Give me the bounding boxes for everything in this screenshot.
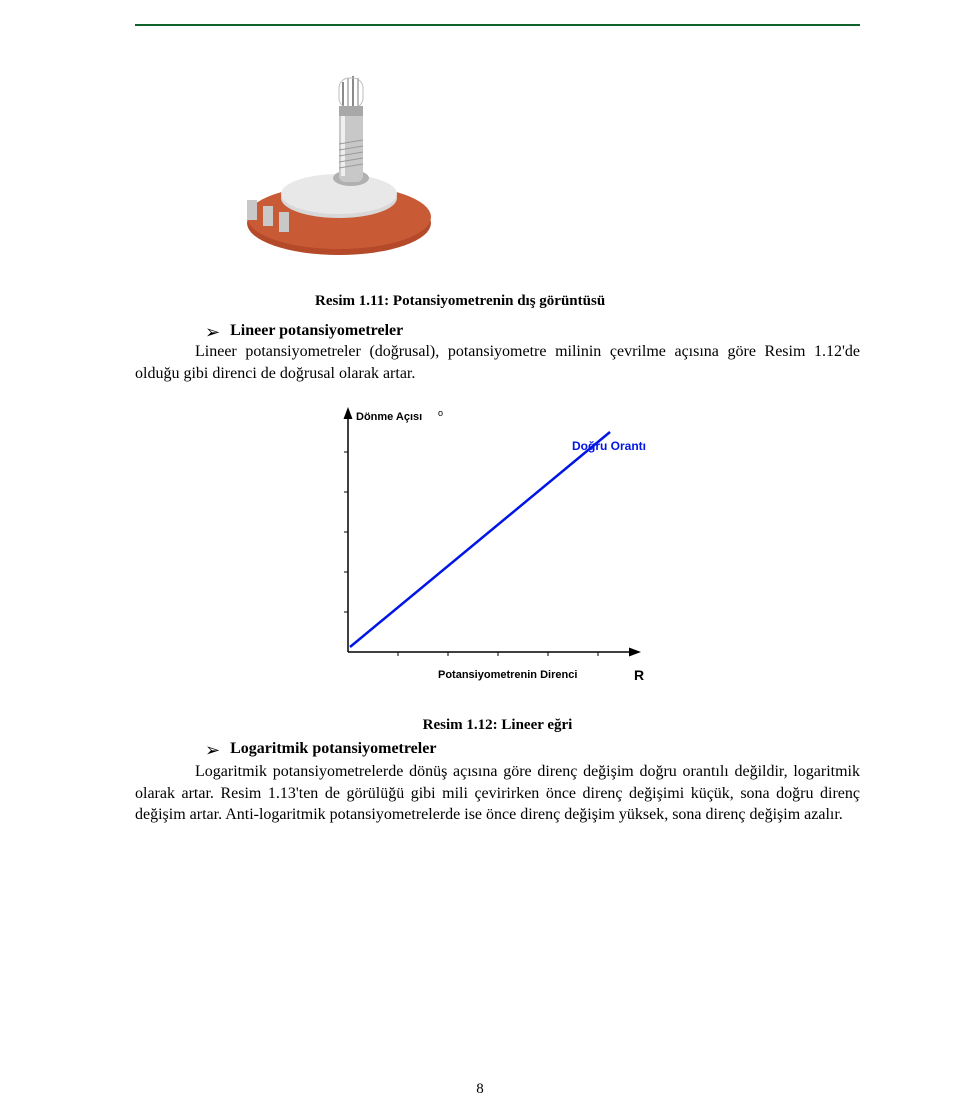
- chart-x-label: Potansiyometrenin Direnci: [438, 669, 577, 681]
- bullet-arrow-icon: ➢: [205, 741, 220, 759]
- bullet-arrow-icon: ➢: [205, 323, 220, 341]
- bullet-title-1: Lineer potansiyometreler: [230, 322, 403, 340]
- page-number: 8: [0, 1081, 960, 1098]
- bullet-block-1: ➢ Lineer potansiyometreler: [205, 322, 860, 341]
- bullet-block-2: ➢ Logaritmik potansiyometreler: [205, 740, 860, 759]
- bullet-item-2: ➢ Logaritmik potansiyometreler: [205, 740, 860, 759]
- paragraph-2: Logaritmik potansiyometrelerde dönüş açı…: [135, 761, 860, 826]
- paragraph-2-text: Logaritmik potansiyometrelerde dönüş açı…: [135, 763, 860, 823]
- page-content: Resim 1.11: Potansiyometrenin dış görünt…: [0, 0, 960, 826]
- svg-text:o: o: [438, 408, 443, 418]
- paragraph-1: Lineer potansiyometreler (doğrusal), pot…: [135, 341, 860, 384]
- chart-x-label-r: R: [634, 667, 644, 683]
- bullet-title-2: Logaritmik potansiyometreler: [230, 740, 436, 758]
- bullet-item-1: ➢ Lineer potansiyometreler: [205, 322, 860, 341]
- linear-proportion-chart: o Dönme Açısı Doğru Orantı Potansiyometr…: [330, 402, 710, 702]
- chart-y-label: Dönme Açısı: [356, 411, 422, 423]
- figure-caption-2: Resim 1.12: Lineer eğri: [135, 717, 860, 734]
- top-rule: [135, 24, 860, 26]
- figure-caption-1: Resim 1.11: Potansiyometrenin dış görünt…: [315, 293, 860, 310]
- potentiometer-figure: [199, 48, 459, 278]
- chart-legend: Doğru Orantı: [572, 439, 646, 453]
